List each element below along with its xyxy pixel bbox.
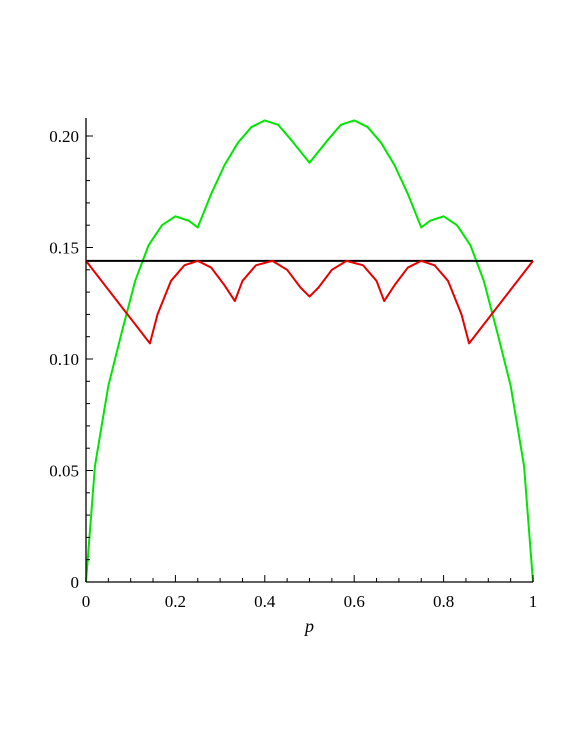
x-tick-label: 0.2: [165, 592, 186, 611]
x-tick-label: 0.4: [254, 592, 276, 611]
y-tick-label: 0.20: [49, 127, 79, 146]
x-tick-label: 0: [82, 592, 91, 611]
y-ticks: 0 0.05 0.10 0.15 0.20: [49, 127, 93, 592]
x-ticks: 0 0.2 0.4 0.6 0.8 1: [82, 575, 538, 611]
x-tick-label: 1: [529, 592, 538, 611]
y-tick-label: 0.10: [49, 350, 79, 369]
x-axis-label: p: [303, 616, 314, 636]
y-tick-label: 0.05: [49, 462, 79, 481]
x-tick-label: 0.6: [344, 592, 365, 611]
y-tick-label: 0.15: [49, 239, 79, 258]
x-tick-label: 0.8: [433, 592, 454, 611]
series-layer: [85, 119, 534, 583]
y-tick-label: 0: [71, 573, 80, 592]
series-line-3: [85, 259, 534, 345]
series-line-1: [85, 119, 534, 583]
